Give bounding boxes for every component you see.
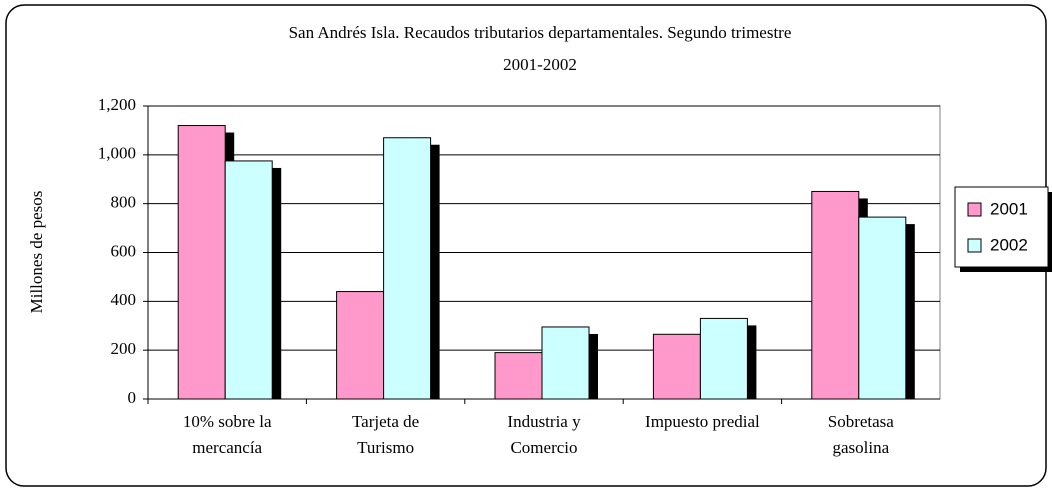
chart-title: 2001-2002: [503, 55, 577, 74]
bar: [858, 216, 907, 400]
x-tick-label: Industria y: [507, 412, 581, 431]
y-tick-label: 600: [111, 241, 137, 260]
y-tick-label: 800: [111, 193, 137, 212]
x-tick-label: Impuesto predial: [645, 412, 760, 431]
chart-title: San Andrés Isla. Recaudos tributarios de…: [289, 23, 792, 42]
bar: [494, 352, 543, 400]
y-tick-label: 1,200: [98, 95, 136, 114]
x-tick-label: mercancía: [192, 438, 262, 457]
x-tick-label: 10% sobre la: [183, 412, 272, 431]
x-tick-label: gasolina: [832, 438, 889, 457]
y-tick-label: 200: [111, 339, 137, 358]
bar: [336, 291, 385, 400]
x-tick-label: Sobretasa: [828, 412, 895, 431]
y-axis-title: Millones de pesos: [27, 191, 46, 314]
x-tick-label: Tarjeta de: [352, 412, 419, 431]
y-tick-label: 0: [128, 388, 137, 407]
x-tick-label: Comercio: [510, 438, 577, 457]
bar: [177, 125, 226, 400]
y-tick-label: 400: [111, 290, 137, 309]
x-tick-label: Turismo: [357, 438, 414, 457]
bar: [699, 317, 748, 400]
legend-swatch: [967, 202, 982, 217]
bar: [652, 333, 701, 400]
bar: [224, 160, 273, 400]
bar: [383, 137, 432, 400]
legend: [954, 186, 1049, 268]
legend-swatch: [967, 238, 982, 253]
y-tick-label: 1,000: [98, 144, 136, 163]
legend-label: 2002: [990, 235, 1028, 254]
legend-label: 2001: [990, 199, 1028, 218]
bar: [811, 190, 860, 400]
bar: [541, 326, 590, 400]
